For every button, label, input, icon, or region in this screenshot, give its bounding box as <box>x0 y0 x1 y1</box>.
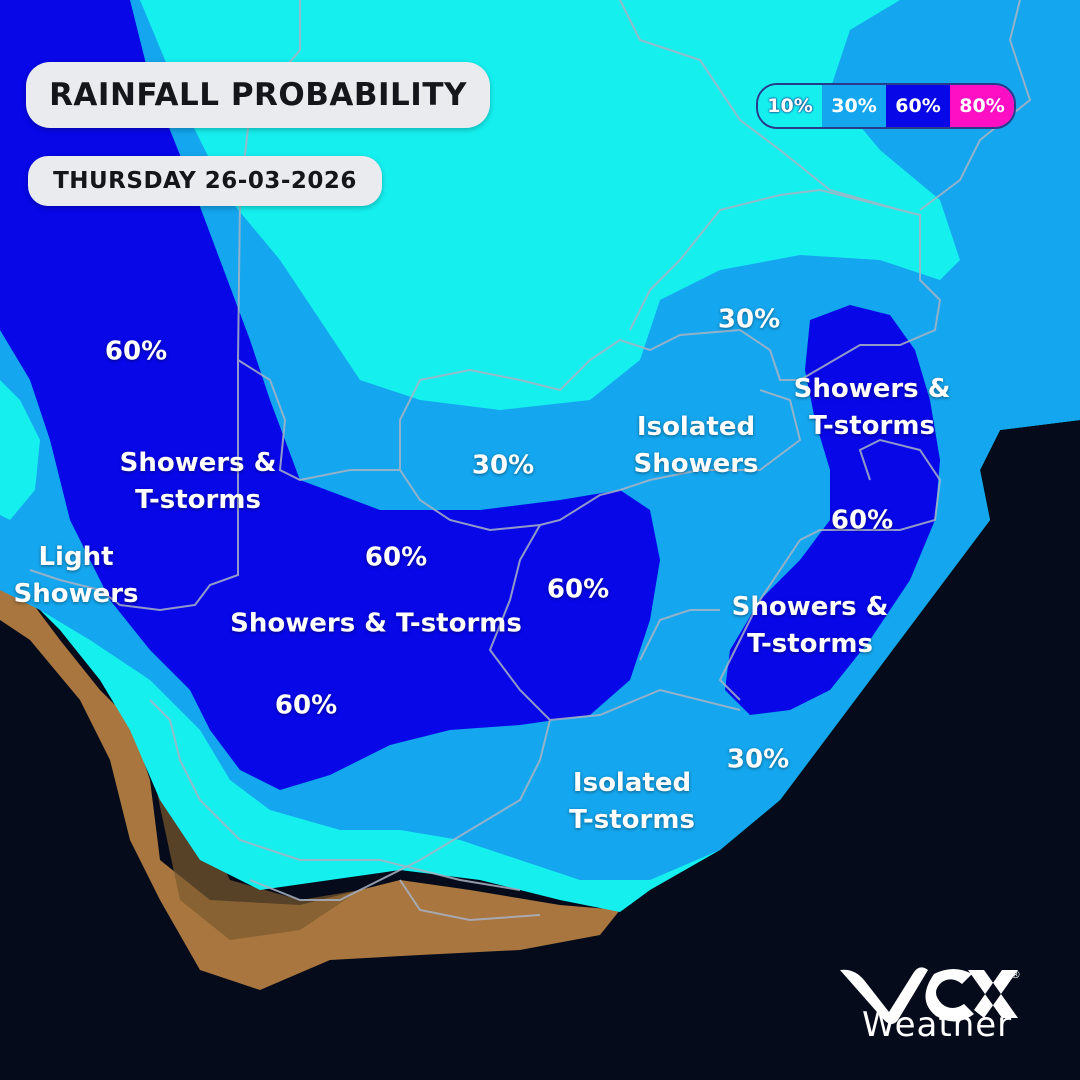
registered-mark: ® <box>1010 968 1021 981</box>
logo-v-mark <box>840 967 928 1024</box>
label-light-showers: Light Showers <box>13 542 139 609</box>
land-terrain <box>0 560 620 990</box>
vox-logo <box>840 967 1018 1024</box>
label-isolated-showers: Isolated Showers <box>633 412 759 479</box>
prob-10-west-strip <box>0 390 40 520</box>
title-pill: RAINFALL PROBABILITY <box>26 62 490 128</box>
label-north-30: 30% <box>717 304 781 335</box>
label-west-showers: Showers & T-storms <box>119 448 277 515</box>
legend-label: 30% <box>831 95 877 117</box>
label-central-60: 60% <box>364 542 428 573</box>
legend-swatch-60: 60% <box>886 85 950 127</box>
prob-60-region-east <box>725 305 940 715</box>
label-nw-60: 60% <box>104 336 168 367</box>
logo-o-mark <box>925 969 974 1022</box>
label-central-showers: Showers & T-storms <box>230 608 522 639</box>
logo-wordmark: Weather <box>862 1005 1013 1045</box>
mountain-terrain <box>150 760 360 940</box>
legend-label: 80% <box>959 95 1005 117</box>
label-sw-60: 60% <box>274 690 338 721</box>
legend-label: 60% <box>895 95 941 117</box>
date-pill: THURSDAY 26-03-2026 <box>28 156 382 206</box>
label-se-30: 30% <box>726 744 790 775</box>
borders <box>29 0 1032 922</box>
logo-x-mark <box>968 970 1018 1018</box>
legend-label: 10% <box>767 95 813 117</box>
label-central-30: 30% <box>471 450 535 481</box>
label-ne-showers: Showers & T-storms <box>793 374 951 441</box>
probability-legend: 10% 30% 60% 80% <box>756 83 1016 129</box>
label-east-60: 60% <box>830 505 894 536</box>
page-title: RAINFALL PROBABILITY <box>49 77 467 113</box>
forecast-date: THURSDAY 26-03-2026 <box>53 168 357 194</box>
legend-swatch-80: 80% <box>950 85 1014 127</box>
legend-swatch-30: 30% <box>822 85 886 127</box>
legend-swatch-10: 10% <box>758 85 822 127</box>
label-isolated-tstorms: Isolated T-storms <box>569 768 695 835</box>
label-east-showers: Showers & T-storms <box>731 592 889 659</box>
label-fs-60: 60% <box>546 574 610 605</box>
